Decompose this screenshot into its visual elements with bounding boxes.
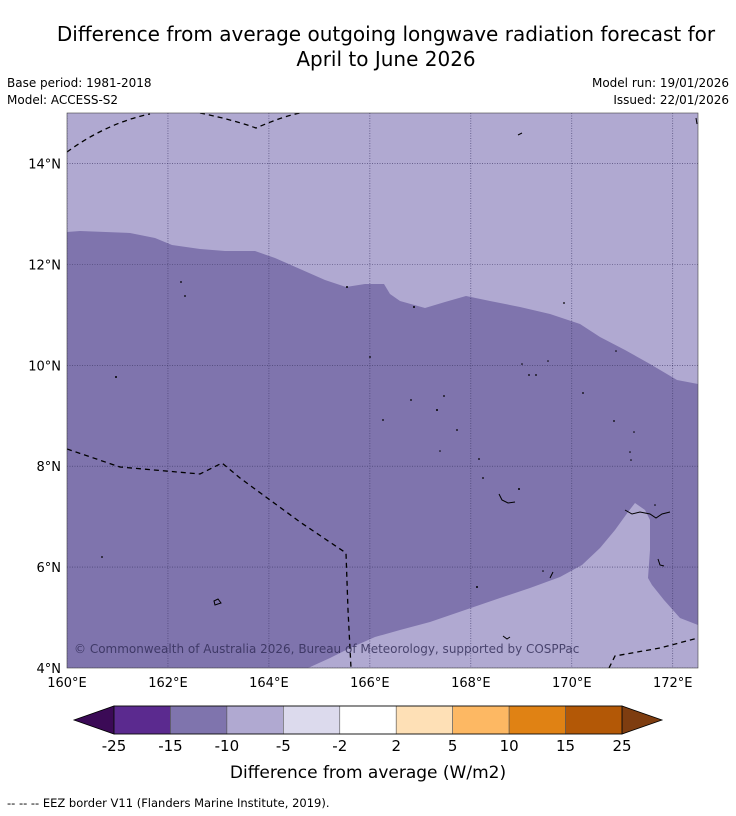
colorbar-tick-label: -15	[158, 737, 183, 755]
colorbar-tick-label: 10	[500, 737, 519, 755]
colorbar-swatch	[170, 705, 228, 735]
colorbar-tick-label: 5	[448, 737, 458, 755]
islands	[213, 117, 698, 640]
eez-border-southeast	[608, 637, 698, 668]
title-line-2: April to June 2026	[296, 47, 476, 71]
latitude-tick-label: 8°N	[37, 460, 62, 475]
eez-border-north	[67, 113, 301, 153]
latitude-tick-label: 14°N	[28, 157, 61, 172]
island-outline	[517, 132, 523, 136]
colorbar-extend-low	[72, 705, 115, 735]
islet-dots	[101, 281, 656, 588]
colorbar-tick-label: -25	[102, 737, 127, 755]
colorbar-extend-high	[621, 705, 664, 735]
island-outline	[624, 509, 671, 519]
island-outline	[695, 117, 698, 125]
longitude-tick-label: 160°E	[47, 676, 87, 691]
colorbar-swatch	[113, 705, 171, 735]
eez-footnote: -- -- -- EEZ border V11 (Flanders Marine…	[7, 796, 330, 810]
longitude-tick-label: 168°E	[451, 676, 491, 691]
colorbar-swatch	[565, 705, 623, 735]
model-run: Model run: 19/01/2026	[591, 76, 729, 90]
longitude-tick-label: 172°E	[653, 676, 693, 691]
latitude-tick-label: 4°N	[37, 662, 62, 677]
latitude-tick-label: 6°N	[37, 561, 62, 576]
longitude-tick-label: 162°E	[148, 676, 188, 691]
eez-border-west	[67, 448, 352, 668]
island-outline	[657, 558, 665, 567]
colorbar-tick-label: 2	[391, 737, 401, 755]
copyright-notice: © Commonwealth of Australia 2026, Bureau…	[74, 642, 579, 656]
longitude-tick-label: 166°E	[350, 676, 390, 691]
colorbar-tick-label: 15	[556, 737, 575, 755]
colorbar-swatch	[452, 705, 510, 735]
colorbar-tick-label: -10	[215, 737, 240, 755]
island-outline	[498, 493, 516, 504]
colorbar-swatch	[395, 705, 453, 735]
longitude-labels: 160°E 162°E 164°E 166°E 168°E 170°E 172°E	[47, 676, 692, 691]
colorbar-tick-label: 25	[612, 737, 631, 755]
island-outline	[502, 635, 511, 640]
map-figure: © Commonwealth of Australia 2026, Bureau…	[28, 112, 699, 783]
longitude-tick-label: 170°E	[552, 676, 592, 691]
meta-left: Base period: 1981-2018 Model: ACCESS-S2	[7, 75, 152, 109]
colorbar-swatch	[283, 705, 341, 735]
map-area: © Commonwealth of Australia 2026, Bureau…	[67, 113, 698, 668]
colorbar-tick-label: -2	[332, 737, 347, 755]
dark-anomaly-field	[67, 231, 698, 668]
colorbar-tick-label: -5	[276, 737, 291, 755]
issued-date: Issued: 22/01/2026	[613, 93, 729, 107]
eez-borders	[67, 113, 698, 668]
colorbar-swatch	[339, 705, 397, 735]
island-outline	[549, 571, 554, 579]
colorbar-swatch	[508, 705, 566, 735]
latitude-tick-label: 12°N	[28, 258, 61, 273]
colorbar-outline	[113, 705, 623, 735]
longitude-tick-label: 164°E	[249, 676, 289, 691]
colorbar-swatch	[226, 705, 284, 735]
title-line-1: Difference from average outgoing longwav…	[56, 22, 716, 46]
map-frame	[66, 112, 699, 669]
meta-right: Model run: 19/01/2026 Issued: 22/01/2026	[592, 75, 729, 109]
chart-title: Difference from average outgoing longwav…	[30, 22, 736, 72]
grid-lines	[67, 113, 698, 668]
colorbar: -25 -15 -10 -5 -2 2 5 10 15 25	[72, 705, 664, 755]
model-name: Model: ACCESS-S2	[7, 93, 119, 107]
base-period: Base period: 1981-2018	[7, 76, 152, 90]
latitude-labels: 14°N 12°N 10°N 8°N 6°N 4°N	[28, 157, 61, 677]
island-outline	[213, 598, 222, 606]
colorbar-label: Difference from average (W/m2)	[230, 763, 506, 783]
latitude-tick-label: 10°N	[28, 359, 61, 374]
